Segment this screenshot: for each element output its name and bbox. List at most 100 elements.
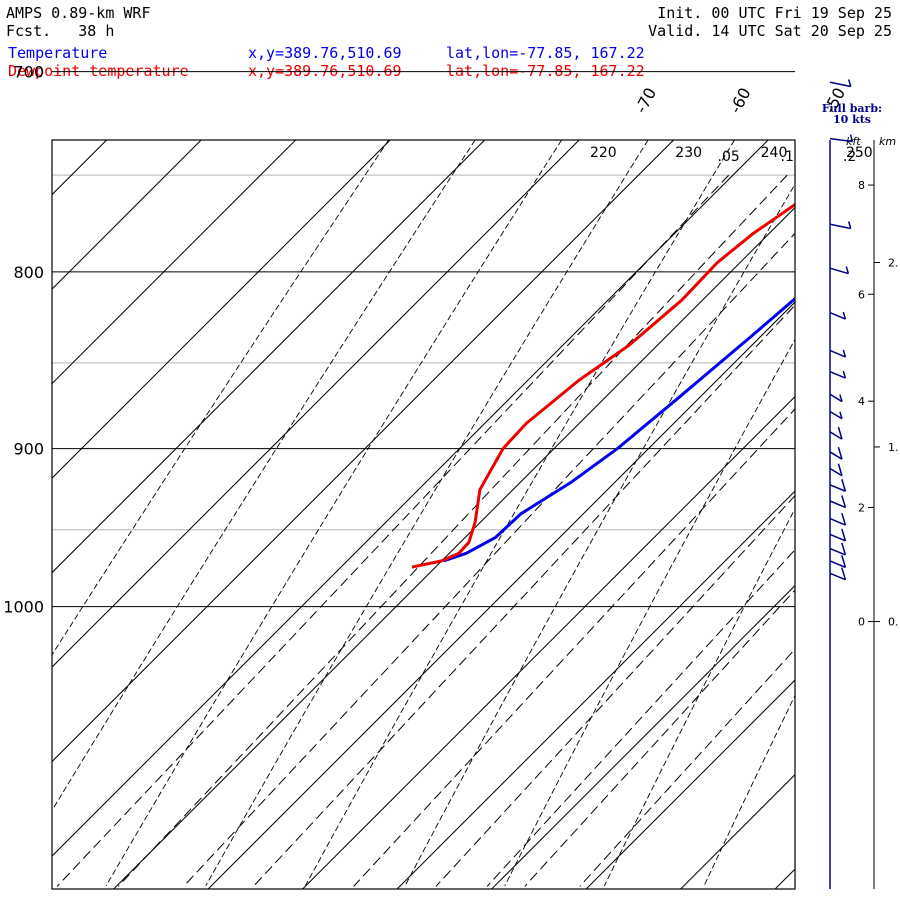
dry-adiabat [603,507,795,887]
wind-barb-shaft [829,533,846,542]
isotherm-line [491,584,795,889]
wind-barb-flag [849,134,854,142]
isotherm-line [52,140,769,857]
dry-adiabat [703,694,795,887]
mixing-ratio-line [117,174,788,887]
adiabat-label: 240 [761,145,788,161]
dry-adiabat [105,140,562,887]
wind-barb-shaft [829,349,846,358]
temperature-profile [443,296,795,563]
wind-barb-flag [841,567,847,580]
kft-tick-label: 4 [858,395,865,408]
pressure-label-700: 700 [13,63,44,82]
mixing-ratio-label: .2 [843,149,856,165]
isotherm-line [680,773,795,889]
kft-tick-label: 2 [858,501,865,514]
isotherm-line [52,140,674,763]
valid-time: Valid. 14 UTC Sat 20 Sep 25 [648,22,892,40]
wind-barb-shaft [829,81,851,88]
wind-barb-shaft [829,451,843,460]
barb-key: Full barb: 10 kts [812,103,892,125]
isotherm-line [0,140,12,889]
mixing-ratio-label: .1 [781,149,794,165]
mixing-ratio-label: .05 [718,149,740,165]
legend-dewpoint: Dewpoint temperature [8,62,189,80]
isotherm-line [52,140,202,290]
isotherm-line [207,301,795,889]
dry-adiabat [404,183,795,887]
km-tick-label: 0. [888,616,899,629]
wind-barb-flag [839,411,843,419]
mixing-ratio-line [253,304,795,887]
wind-barb-flag [842,370,847,379]
dry-adiabat [804,140,900,886]
wind-barb-flag [841,479,847,492]
mixing-ratio-line [435,494,795,887]
mixing-ratio-line [56,174,730,887]
init-time: Init. 00 UTC Fri 19 Sep 25 [657,4,892,22]
wind-barb-shaft [829,137,853,143]
wind-barb-flag [837,463,843,476]
pressure-label-1000: 1000 [3,598,44,617]
wind-barb-shaft [829,484,846,492]
dry-adiabat [52,140,389,656]
isotherm-line [52,140,296,385]
wind-barb-flag [841,512,847,526]
dry-adiabat [504,338,795,887]
wind-barb-flag [837,426,843,440]
dewpoint-profile [411,202,795,569]
km-label: km [879,135,896,148]
kft-tick-label: 8 [858,179,865,192]
wind-barb-shaft [829,467,843,477]
wind-barb-shaft [829,547,846,556]
wind-barb-shaft [829,560,846,569]
dry-adiabat [205,140,649,887]
isotherm-line [52,140,580,668]
latlon-temperature: lat,lon=-77.85, 167.22 [446,44,645,62]
mixing-ratio-line [183,232,795,887]
barb-key-line1: Full barb: [821,102,883,115]
dry-adiabat [52,140,476,812]
wind-barb-flag [847,79,852,87]
isotherm-line [302,395,795,889]
km-tick-label: 1. [888,441,899,454]
km-tick-label: 2. [888,257,899,270]
kft-label: kft [846,135,861,148]
wind-barb-shaft [829,370,846,379]
dry-adiabat [305,140,735,887]
xy-dewpoint: x,y=389.76,510.69 [248,62,402,80]
pressure-label-900: 900 [13,440,44,459]
legend-temperature: Temperature [8,44,108,62]
wind-barb-shaft [829,311,846,320]
isotherm-line [52,140,485,574]
isotherm-label: -50 [820,84,849,116]
kft-tick-label: 0 [858,616,865,629]
wind-barb-flag [837,446,843,460]
wind-barb-flag [847,221,852,229]
wind-barb-shaft [829,223,851,230]
isotherm-line [52,140,107,196]
wind-barb-flag [842,311,847,320]
adiabat-label: 220 [590,145,617,161]
isotherm-label: -60 [726,84,755,116]
isotherm-label: -70 [631,84,660,116]
pressure-label-800: 800 [13,263,44,282]
wind-barb-flag [841,495,847,508]
kft-tick-label: 6 [858,288,865,301]
model-title: AMPS 0.89-km WRF [6,4,151,22]
isotherm-line [113,206,795,889]
mixing-ratio-line [486,549,795,887]
wind-barb-shaft [829,410,843,420]
forecast-hour: Fcst. 38 h [6,22,115,40]
mixing-ratio-line [353,408,795,887]
wind-barb-shaft [829,431,843,440]
latlon-dewpoint: lat,lon=-77.85, 167.22 [446,62,645,80]
wind-barb-shaft [829,517,846,526]
mixing-ratio-line [579,648,795,887]
isotherm-line [774,868,795,889]
isotherm-line [52,140,391,479]
adiabat-label: 230 [675,145,702,161]
wind-barb-flag [839,394,843,402]
wind-barb-shaft [829,267,849,275]
